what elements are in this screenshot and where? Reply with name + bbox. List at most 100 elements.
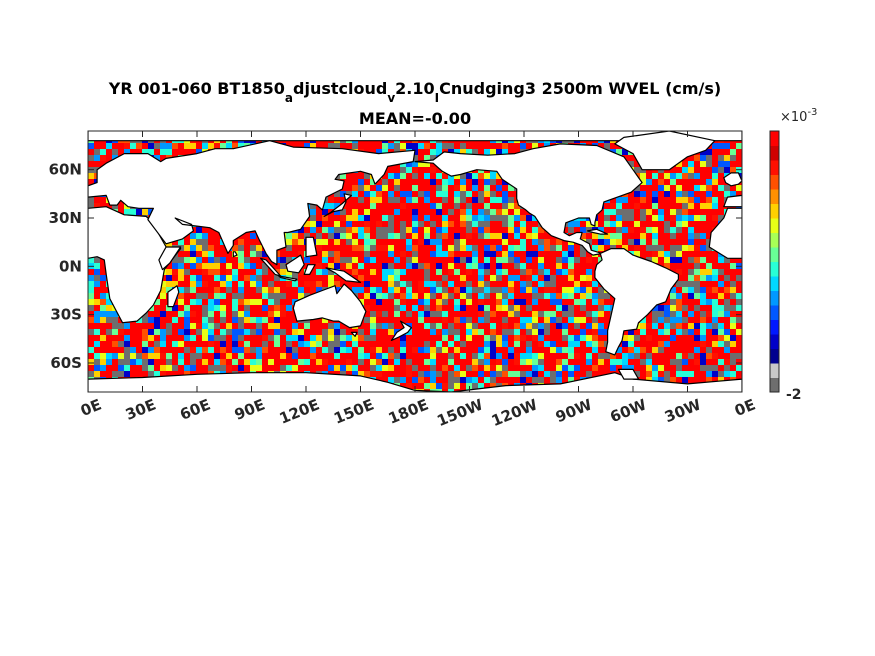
field-cell: [514, 143, 520, 149]
field-cell: [556, 281, 562, 287]
field-cell: [520, 311, 526, 317]
field-cell: [424, 197, 430, 203]
field-cell: [388, 185, 394, 191]
field-cell: [556, 263, 562, 269]
field-cell: [730, 305, 736, 311]
field-cell: [394, 191, 400, 197]
field-cell: [388, 215, 394, 221]
field-cell: [490, 209, 496, 215]
field-cell: [256, 359, 262, 365]
field-cell: [724, 299, 730, 305]
field-cell: [250, 359, 256, 365]
x-tick-label: 120W: [489, 395, 541, 430]
field-cell: [244, 263, 250, 269]
field-cell: [580, 275, 586, 281]
field-cell: [232, 329, 238, 335]
field-cell: [328, 233, 334, 239]
field-cell: [406, 335, 412, 341]
landmass-new-zealand: [390, 320, 412, 341]
field-cell: [556, 359, 562, 365]
field-cell: [610, 233, 616, 239]
field-cell: [148, 317, 154, 323]
field-cell: [442, 257, 448, 263]
field-cell: [310, 257, 316, 263]
field-cell: [688, 335, 694, 341]
field-cell: [346, 251, 352, 257]
field-cell: [586, 263, 592, 269]
field-cell: [724, 305, 730, 311]
field-cell: [466, 323, 472, 329]
field-cell: [184, 317, 190, 323]
field-cell: [292, 323, 298, 329]
field-cell: [502, 245, 508, 251]
field-cell: [688, 221, 694, 227]
field-cell: [532, 347, 538, 353]
field-cell: [304, 287, 310, 293]
field-cell: [514, 299, 520, 305]
field-cell: [262, 293, 268, 299]
field-cell: [334, 233, 340, 239]
field-cell: [454, 269, 460, 275]
field-cell: [544, 317, 550, 323]
field-cell: [502, 281, 508, 287]
field-cell: [106, 371, 112, 377]
field-cell: [460, 149, 466, 155]
field-cell: [484, 233, 490, 239]
colorbar-segment: [770, 145, 779, 161]
field-cell: [280, 329, 286, 335]
field-cell: [634, 329, 640, 335]
field-cell: [724, 185, 730, 191]
field-cell: [694, 371, 700, 377]
field-cell: [586, 365, 592, 371]
field-cell: [448, 293, 454, 299]
field-cell: [388, 251, 394, 257]
field-cell: [562, 275, 568, 281]
field-cell: [238, 269, 244, 275]
field-cell: [316, 359, 322, 365]
field-cell: [88, 341, 94, 347]
field-cell: [538, 329, 544, 335]
field-cell: [508, 143, 514, 149]
field-cell: [664, 329, 670, 335]
field-cell: [466, 257, 472, 263]
field-cell: [88, 197, 94, 203]
field-cell: [442, 239, 448, 245]
field-cell: [394, 323, 400, 329]
field-cell: [178, 311, 184, 317]
field-cell: [358, 359, 364, 365]
field-cell: [328, 347, 334, 353]
field-cell: [478, 335, 484, 341]
field-cell: [466, 239, 472, 245]
field-cell: [598, 359, 604, 365]
field-cell: [226, 257, 232, 263]
field-cell: [430, 257, 436, 263]
field-cell: [538, 281, 544, 287]
field-cell: [454, 377, 460, 383]
field-cell: [298, 287, 304, 293]
field-cell: [214, 275, 220, 281]
field-cell: [646, 371, 652, 377]
field-cell: [580, 221, 586, 227]
field-cell: [388, 359, 394, 365]
field-cell: [256, 251, 262, 257]
field-cell: [220, 347, 226, 353]
field-cell: [640, 317, 646, 323]
field-cell: [694, 197, 700, 203]
field-cell: [196, 359, 202, 365]
field-cell: [256, 323, 262, 329]
field-cell: [334, 323, 340, 329]
field-cell: [418, 299, 424, 305]
field-cell: [250, 329, 256, 335]
field-cell: [100, 293, 106, 299]
field-cell: [424, 377, 430, 383]
field-cell: [148, 149, 154, 155]
field-cell: [172, 329, 178, 335]
field-cell: [436, 335, 442, 341]
field-cell: [352, 227, 358, 233]
field-cell: [382, 287, 388, 293]
field-cell: [436, 215, 442, 221]
field-cell: [484, 371, 490, 377]
field-cell: [484, 329, 490, 335]
field-cell: [574, 311, 580, 317]
field-cell: [646, 329, 652, 335]
